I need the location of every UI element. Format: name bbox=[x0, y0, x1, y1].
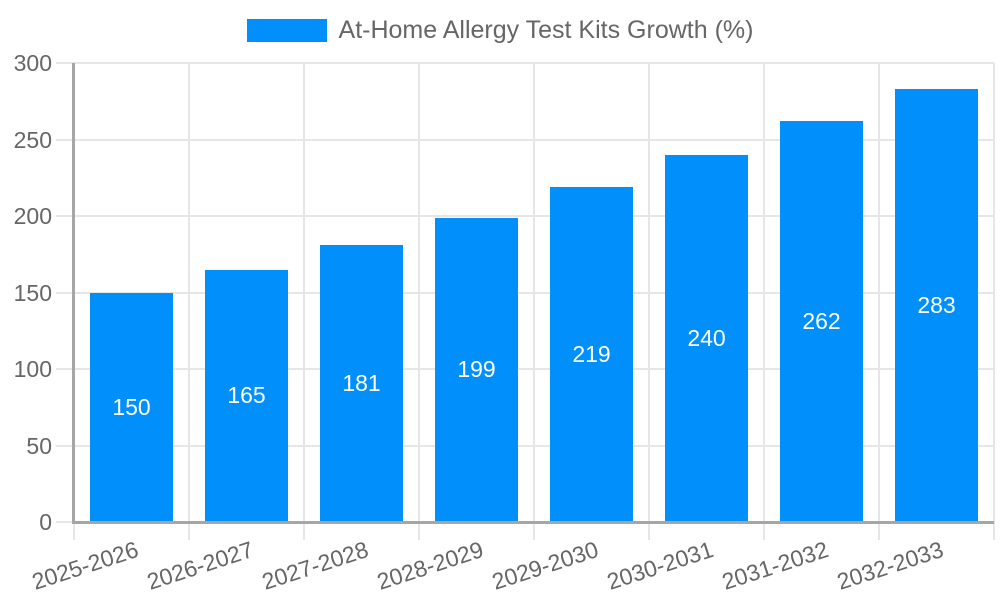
bar[interactable]: 240 bbox=[665, 154, 748, 522]
x-axis-label: 2029-2030 bbox=[488, 536, 601, 595]
bar[interactable]: 199 bbox=[435, 217, 518, 522]
x-axis-label: 2031-2032 bbox=[718, 536, 831, 595]
y-axis-label: 300 bbox=[13, 50, 52, 76]
y-axis-label: 100 bbox=[13, 356, 52, 382]
x-grid-line bbox=[763, 63, 765, 522]
x-axis-tick bbox=[418, 522, 420, 540]
x-grid-line bbox=[648, 63, 650, 522]
x-axis-tick bbox=[648, 522, 650, 540]
x-axis-tick bbox=[763, 522, 765, 540]
x-grid-line bbox=[303, 63, 305, 522]
y-axis-label: 0 bbox=[39, 509, 52, 535]
x-axis-label: 2032-2033 bbox=[833, 536, 946, 595]
bar-value-label: 262 bbox=[802, 308, 841, 335]
x-grid-line bbox=[418, 63, 420, 522]
bar[interactable]: 283 bbox=[895, 89, 978, 522]
x-grid-line bbox=[878, 63, 880, 522]
y-axis-label: 150 bbox=[13, 279, 52, 306]
bar[interactable]: 165 bbox=[205, 269, 288, 522]
x-grid-line bbox=[993, 63, 995, 522]
legend-label: At-Home Allergy Test Kits Growth (%) bbox=[338, 16, 754, 44]
y-axis-tick bbox=[56, 444, 74, 447]
x-axis-tick bbox=[878, 522, 880, 540]
legend-swatch bbox=[246, 19, 327, 43]
bar-value-label: 165 bbox=[227, 382, 266, 409]
x-axis-label: 2028-2029 bbox=[373, 536, 486, 595]
y-axis-tick bbox=[56, 215, 74, 217]
bar[interactable]: 219 bbox=[550, 186, 633, 522]
y-axis-tick bbox=[56, 521, 74, 523]
legend-item[interactable]: At-Home Allergy Test Kits Growth (%) bbox=[0, 16, 1000, 45]
bar[interactable]: 150 bbox=[90, 292, 173, 522]
x-axis-tick bbox=[303, 522, 305, 540]
y-axis-line bbox=[72, 63, 75, 524]
y-axis-tick bbox=[56, 62, 74, 64]
x-axis-tick bbox=[73, 522, 75, 540]
x-grid-line bbox=[188, 63, 190, 522]
x-axis-label: 2027-2028 bbox=[258, 536, 371, 595]
bar-value-label: 240 bbox=[687, 324, 726, 351]
y-axis-label: 50 bbox=[26, 432, 52, 459]
y-axis-tick bbox=[56, 368, 74, 370]
bar-value-label: 283 bbox=[917, 291, 956, 318]
y-axis-label: 200 bbox=[13, 203, 52, 229]
x-axis-tick bbox=[533, 522, 535, 540]
y-axis-tick bbox=[56, 291, 74, 294]
x-axis-label: 2026-2027 bbox=[143, 536, 256, 595]
y-axis-label: 250 bbox=[13, 126, 52, 153]
bar[interactable]: 262 bbox=[780, 121, 863, 522]
x-axis-tick bbox=[993, 522, 995, 540]
y-axis-tick bbox=[56, 138, 74, 141]
bar-value-label: 150 bbox=[112, 393, 151, 420]
x-axis-line bbox=[72, 521, 994, 524]
x-axis-label: 2030-2031 bbox=[603, 536, 716, 595]
bar-value-label: 199 bbox=[457, 356, 496, 383]
bar-value-label: 219 bbox=[572, 340, 611, 367]
x-axis-label: 2025-2026 bbox=[28, 536, 141, 595]
x-axis-tick bbox=[188, 522, 190, 540]
x-grid-line bbox=[533, 63, 535, 522]
bar[interactable]: 181 bbox=[320, 245, 403, 522]
bar-value-label: 181 bbox=[342, 370, 381, 397]
